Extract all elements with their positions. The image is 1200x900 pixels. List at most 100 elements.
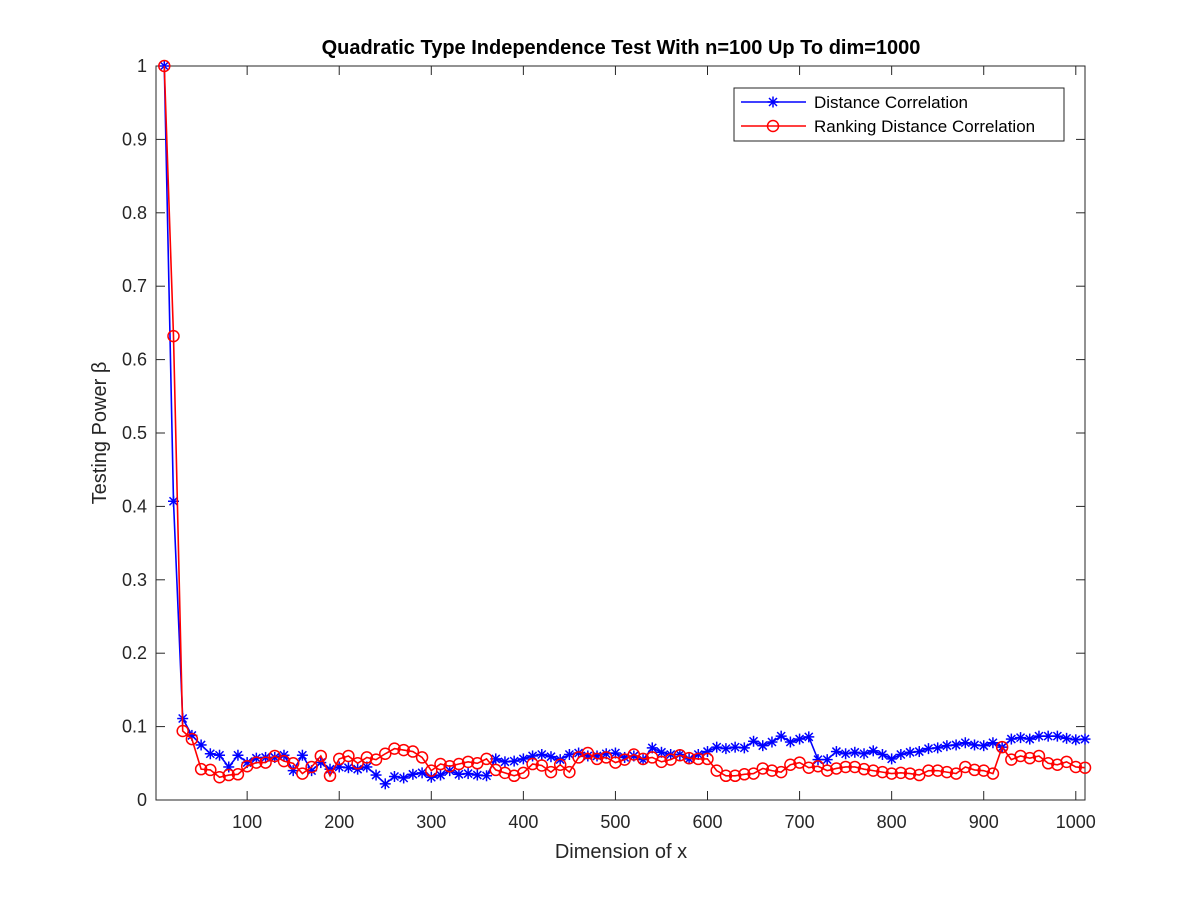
data-point [720, 743, 732, 755]
data-point [719, 769, 733, 783]
data-point [370, 769, 382, 781]
data-point [959, 760, 972, 774]
series-markers-1 [158, 59, 1092, 784]
data-point [702, 746, 714, 758]
legend-label-distance: Distance Correlation [814, 93, 968, 112]
y-tick-label: 0 [137, 790, 147, 810]
data-point [499, 756, 511, 768]
data-point [231, 768, 245, 781]
data-point [398, 772, 410, 784]
series-layer [158, 59, 1092, 790]
data-point [876, 765, 889, 779]
data-point [581, 746, 595, 760]
data-point [599, 751, 613, 764]
data-point [369, 753, 383, 766]
data-point [176, 724, 189, 738]
data-point [342, 749, 355, 763]
x-tick-label: 700 [785, 812, 815, 832]
y-tick-label: 0.9 [122, 129, 147, 149]
x-tick-label: 500 [600, 812, 630, 832]
data-point [757, 740, 769, 752]
data-point [158, 59, 171, 73]
legend-marker [766, 119, 780, 133]
data-point [986, 767, 1000, 780]
x-tick-label: 900 [969, 812, 999, 832]
data-point [452, 757, 466, 771]
data-point [821, 754, 833, 766]
data-point [397, 743, 410, 757]
data-point [876, 748, 888, 760]
data-point [1041, 757, 1055, 770]
y-tick-label: 0.4 [122, 496, 147, 516]
data-point [407, 768, 419, 780]
data-point [332, 752, 346, 766]
data-point [342, 762, 354, 774]
data-point [323, 769, 337, 783]
data-point [655, 755, 668, 769]
data-point [803, 731, 815, 743]
data-point [507, 769, 521, 783]
data-point [682, 751, 696, 765]
legend-marker-distance [767, 96, 779, 108]
data-point [774, 765, 788, 779]
data-point [1070, 734, 1082, 746]
data-point [830, 762, 843, 775]
chart-title: Quadratic Type Independence Test With n=… [322, 37, 921, 59]
data-point [766, 736, 778, 748]
x-tick-label: 300 [416, 812, 446, 832]
data-point [553, 758, 567, 772]
data-point [286, 757, 300, 770]
data-point [885, 767, 898, 780]
data-point [812, 754, 824, 766]
data-point [784, 736, 796, 748]
data-point [489, 763, 502, 777]
data-point [765, 764, 779, 777]
data-point [857, 762, 871, 776]
y-tick-label: 0.7 [122, 276, 147, 296]
data-point [894, 766, 908, 780]
data-point [711, 741, 723, 753]
data-point [195, 739, 207, 751]
data-point [563, 748, 575, 760]
data-point [415, 751, 429, 764]
data-point [968, 763, 981, 777]
x-tick-label: 100 [232, 812, 262, 832]
x-tick-label: 200 [324, 812, 354, 832]
data-point [738, 742, 750, 754]
data-point [794, 733, 806, 745]
data-point [360, 751, 374, 764]
data-point [949, 767, 963, 780]
data-point [738, 768, 751, 781]
data-point [618, 753, 631, 766]
y-tick-label: 0.1 [122, 717, 147, 737]
x-tick-label: 800 [877, 812, 907, 832]
data-point [839, 760, 852, 774]
data-point [462, 768, 474, 780]
data-point [756, 762, 770, 775]
data-point [204, 763, 217, 777]
data-point [1078, 761, 1092, 774]
data-point [213, 770, 226, 784]
data-point [185, 732, 199, 746]
data-point [848, 760, 862, 774]
data-point [1023, 751, 1037, 765]
data-point [1051, 758, 1064, 772]
data-point [1033, 730, 1045, 742]
data-point [940, 765, 954, 779]
data-point [1051, 730, 1063, 742]
y-tick-label: 0.5 [122, 423, 147, 443]
data-point [1060, 755, 1073, 769]
data-point [1024, 733, 1036, 745]
data-point [379, 747, 392, 761]
data-point [443, 759, 456, 773]
plot-area [155, 65, 1086, 801]
x-tick-label: 400 [508, 812, 538, 832]
data-point [250, 756, 263, 769]
data-point [903, 767, 917, 780]
data-point [840, 748, 852, 760]
data-point [895, 748, 907, 760]
data-point [1005, 733, 1017, 745]
data-point [1015, 732, 1027, 744]
data-point [701, 752, 714, 766]
